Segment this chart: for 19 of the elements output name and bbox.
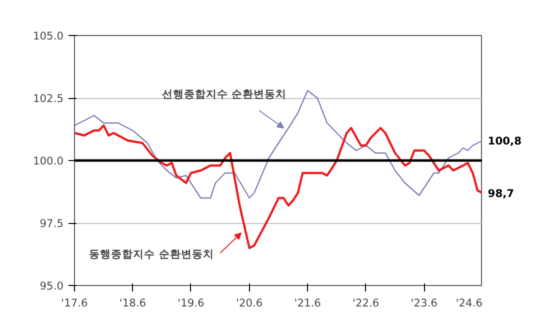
data-label: 98,7 (488, 187, 514, 200)
x-tick-label: '23.6 (410, 296, 438, 310)
x-tick-label: '19.6 (178, 296, 205, 310)
y-tick-label: 100.0 (32, 154, 64, 168)
data-label: 100,8 (488, 134, 522, 148)
y-tick-label: 95.0 (40, 280, 64, 292)
x-tick-label: '24.6 (456, 296, 483, 310)
line-series (74, 90, 482, 199)
line-series (74, 124, 482, 250)
text: 동행종합지수 순환변동치 (89, 248, 214, 260)
y-tick-label: 102.5 (32, 92, 64, 105)
series-label: 선행종합지수 순환변동치 (162, 88, 287, 100)
y-tick-label: 97.5 (40, 217, 64, 230)
x-tick-label: '22.6 (352, 296, 380, 310)
x-tick-label: '21.6 (294, 296, 322, 310)
x-tick-label: '18.6 (119, 296, 146, 310)
y-tick-label: 105.0 (32, 30, 64, 42)
x-tick-label: '17.6 (61, 296, 88, 310)
x-tick-label: '20.6 (236, 296, 263, 310)
